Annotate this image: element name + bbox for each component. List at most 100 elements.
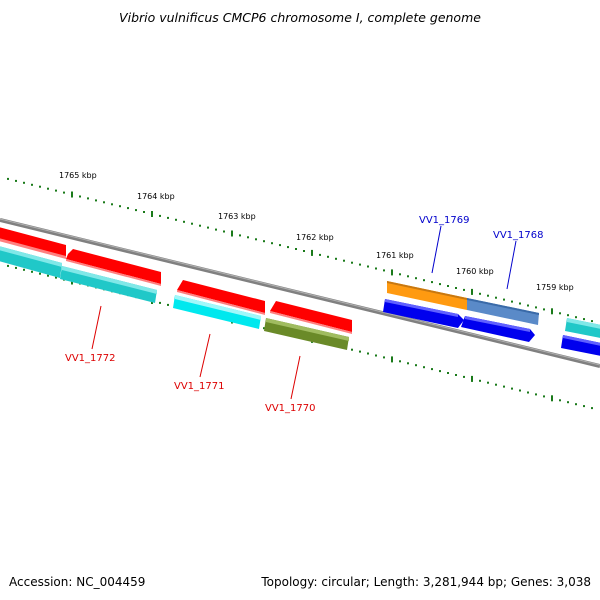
- minor-tick: [591, 407, 593, 410]
- gene-feature[interactable]: [0, 245, 62, 278]
- gene-feature[interactable]: [561, 335, 600, 357]
- minor-tick: [287, 246, 289, 249]
- minor-tick: [247, 236, 249, 239]
- minor-tick: [559, 312, 561, 315]
- gene-feature[interactable]: [66, 249, 161, 286]
- gene-feature[interactable]: [177, 280, 265, 315]
- minor-tick: [567, 314, 569, 317]
- minor-tick: [111, 203, 113, 206]
- minor-tick: [423, 279, 425, 282]
- minor-tick: [463, 288, 465, 291]
- minor-tick: [23, 268, 25, 271]
- outer-tick-row: [7, 177, 593, 323]
- minor-tick: [319, 253, 321, 256]
- major-tick: [471, 288, 473, 295]
- minor-tick: [519, 389, 521, 392]
- minor-tick: [239, 234, 241, 237]
- minor-tick: [343, 259, 345, 262]
- gene-label-vv1-1771[interactable]: VV1_1771: [174, 381, 225, 392]
- minor-tick: [191, 222, 193, 225]
- minor-tick: [415, 277, 417, 280]
- major-tick: [151, 211, 153, 217]
- minor-tick: [359, 263, 361, 266]
- gene-label-vv1-1770[interactable]: VV1_1770: [265, 403, 316, 414]
- minor-tick: [55, 276, 57, 279]
- minor-tick: [447, 285, 449, 287]
- minor-tick: [351, 261, 353, 264]
- minor-tick: [87, 197, 89, 200]
- minor-tick: [415, 364, 417, 367]
- gene-feature[interactable]: [467, 298, 539, 325]
- kbp-label: 1759 kbp: [536, 283, 574, 292]
- minor-tick: [447, 372, 449, 374]
- major-tick: [391, 356, 393, 363]
- minor-tick: [463, 375, 465, 378]
- ruler-labels: 1765 kbp 1764 kbp 1763 kbp 1762 kbp 1761…: [59, 171, 574, 292]
- minor-tick: [167, 303, 169, 306]
- minor-tick: [575, 403, 577, 406]
- minor-tick: [15, 179, 17, 182]
- minor-tick: [543, 395, 545, 398]
- minor-tick: [439, 370, 441, 373]
- minor-tick: [7, 177, 9, 180]
- genome-summary-text: Topology: circular; Length: 3,281,944 bp…: [261, 575, 591, 589]
- minor-tick: [399, 360, 401, 363]
- minor-tick: [495, 383, 497, 386]
- gene-feature[interactable]: [461, 316, 535, 342]
- major-tick: [391, 269, 393, 276]
- gene-feature[interactable]: [387, 281, 467, 310]
- minor-tick: [367, 265, 369, 268]
- kbp-label: 1763 kbp: [218, 212, 256, 221]
- gene-label-vv1-1768[interactable]: VV1_1768: [493, 230, 544, 241]
- gene-feature[interactable]: [60, 266, 157, 303]
- minor-tick: [367, 352, 369, 355]
- kbp-label: 1761 kbp: [376, 251, 414, 260]
- minor-tick: [199, 224, 201, 227]
- gene-feature[interactable]: [264, 318, 349, 350]
- major-tick: [551, 395, 553, 402]
- gene-label-vv1-1772[interactable]: VV1_1772: [65, 353, 116, 364]
- minor-tick: [575, 316, 577, 319]
- minor-tick: [255, 238, 257, 241]
- minor-tick: [263, 240, 265, 243]
- minor-tick: [383, 269, 385, 272]
- minor-tick: [23, 181, 25, 184]
- gene-label-vv1-1769[interactable]: VV1_1769: [419, 215, 470, 226]
- chromosome-backbone-highlight: [0, 218, 600, 366]
- minor-tick: [351, 348, 353, 351]
- minor-tick: [431, 281, 433, 284]
- gene-feature[interactable]: [270, 301, 352, 334]
- minor-tick: [327, 255, 329, 258]
- minor-tick: [175, 218, 177, 221]
- major-tick: [231, 230, 233, 237]
- major-tick: [471, 375, 473, 382]
- accession-text: Accession: NC_004459: [9, 575, 146, 589]
- minor-tick: [503, 385, 505, 388]
- minor-tick: [7, 264, 9, 267]
- minor-tick: [479, 292, 481, 295]
- minor-tick: [215, 228, 217, 231]
- minor-tick: [455, 287, 457, 289]
- kbp-label: 1765 kbp: [59, 171, 97, 180]
- major-tick: [311, 249, 313, 256]
- chromosome-backbone: [0, 218, 600, 368]
- minor-tick: [55, 189, 57, 192]
- gene-feature[interactable]: [0, 226, 66, 259]
- minor-tick: [399, 273, 401, 276]
- kbp-label: 1764 kbp: [137, 192, 175, 201]
- gene-feature[interactable]: [383, 299, 464, 328]
- minor-tick: [535, 306, 537, 309]
- minor-tick: [39, 272, 41, 275]
- minor-tick: [263, 327, 265, 330]
- minor-tick: [31, 270, 33, 273]
- minor-tick: [527, 391, 529, 394]
- minor-tick: [95, 199, 97, 202]
- minor-tick: [383, 356, 385, 359]
- minor-tick: [183, 220, 185, 223]
- gene-feature[interactable]: [173, 295, 261, 329]
- minor-tick: [487, 381, 489, 384]
- gene-feature[interactable]: [565, 318, 600, 339]
- minor-tick: [119, 205, 121, 208]
- minor-tick: [535, 393, 537, 396]
